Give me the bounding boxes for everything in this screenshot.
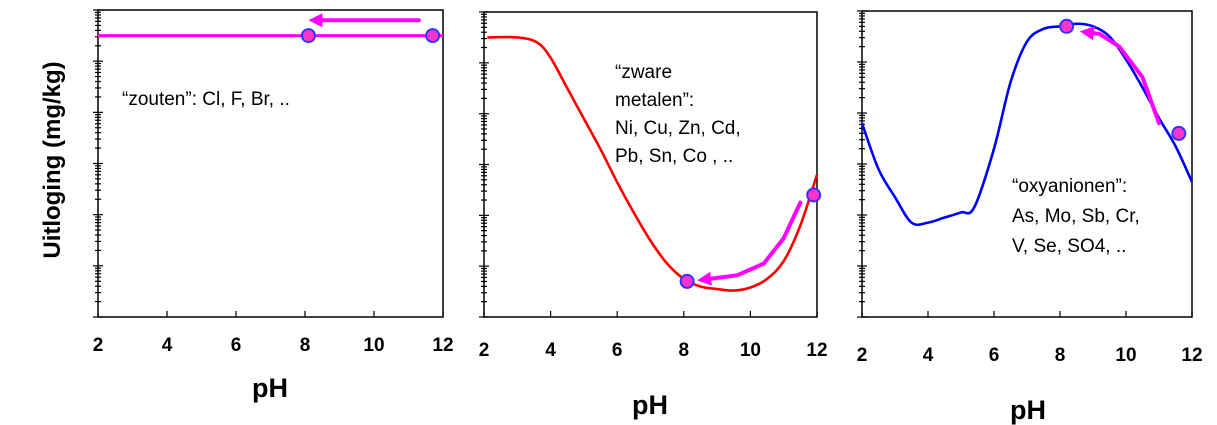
marker-layer [300,28,441,44]
annotation-line-3: V, Se, SO4, .. [1012,236,1126,257]
arrow-shaft [706,200,803,281]
x-tick-label: 8 [300,335,311,356]
arrow-layer [697,200,803,286]
x-axis-label: pH [632,390,668,420]
y-axis-label: Uitloging (mg/kg) [39,61,66,258]
data-point-marker [300,28,316,44]
arrow-head [1079,26,1095,41]
x-tick-label: 12 [432,335,453,356]
data-point-marker [1171,125,1187,141]
arrow-layer [1079,26,1161,126]
marker-layer [679,187,822,289]
plot-frame [97,9,444,318]
x-tick-label: 2 [93,335,104,356]
data-point-marker [806,187,822,203]
arrow-shaft [1088,30,1161,126]
annotation-line-1: “zware [615,62,672,83]
marker-layer [1059,18,1187,141]
x-tick-label: 8 [1055,345,1066,366]
series-layer [487,35,819,292]
annotation-line-2: As, Mo, Sb, Cr, [1012,206,1140,227]
annotation-line-2: metalen”: [615,90,694,111]
series-line [487,35,819,292]
x-tick-label: 12 [806,340,827,361]
x-tick-label: 4 [545,340,556,361]
y-axis-ticks [93,9,103,318]
x-tick-label: 12 [1181,345,1202,366]
annotation-line-3: Ni, Cu, Zn, Cd, [615,118,741,139]
x-tick-label: 10 [1115,345,1136,366]
annotation-line-1: “oxyanionen”: [1012,176,1127,197]
data-point-marker [425,28,441,44]
x-axis-label: pH [1010,395,1046,425]
data-point-marker [679,273,695,289]
x-axis-ticks: 2 4 6 8 10 12 [857,311,1203,366]
panel-heavy-metals: 2 4 6 8 10 12 pH “zware metalen”: Ni, Cu, Zn,… [479,11,828,420]
x-tick-label: 4 [162,335,173,356]
x-axis-ticks: 2 4 6 8 10 12 [93,311,454,356]
arrow-head [308,13,323,28]
x-tick-label: 6 [989,345,1000,366]
x-tick-label: 4 [923,345,934,366]
y-axis-ticks [479,11,489,318]
panel-oxyanions: 2 4 6 8 10 12 pH “oxyanionen”: As, Mo, Sb, Cr… [857,10,1203,425]
x-tick-label: 10 [740,340,761,361]
arrow-head [697,271,712,286]
data-point-marker [1059,18,1075,34]
series-line [860,22,1194,227]
series-layer [860,22,1194,227]
arrow-layer [308,13,421,28]
annotation-salts: “zouten”: Cl, F, Br, .. [122,89,290,110]
x-tick-label: 6 [612,340,623,361]
x-tick-label: 10 [363,335,384,356]
plot-frame [861,10,1193,318]
x-tick-label: 2 [857,345,868,366]
x-tick-label: 6 [231,335,242,356]
x-tick-label: 8 [679,340,690,361]
panel-salts: 2 4 6 8 10 12 pH “zouten”: Cl, F, Br, .. [93,9,454,403]
x-axis-label: pH [252,373,288,403]
annotation-line-4: Pb, Sn, Co , .. [615,146,733,167]
x-axis-ticks: 2 4 6 8 10 12 [479,311,828,361]
x-tick-label: 2 [479,340,490,361]
